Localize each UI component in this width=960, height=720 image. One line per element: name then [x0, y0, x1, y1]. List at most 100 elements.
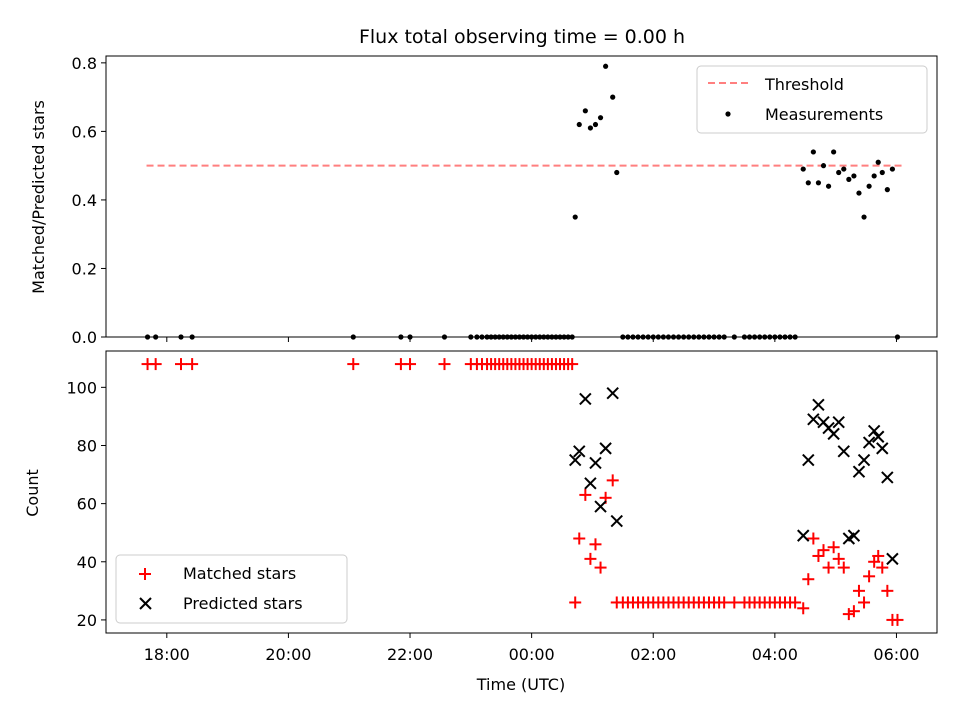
count-plot-area: [141, 358, 904, 626]
legend-measurements-label: Measurements: [765, 105, 883, 124]
matched-star-point: [797, 602, 810, 615]
matched-star-point: [584, 552, 597, 565]
legend-threshold-label: Threshold: [764, 75, 844, 94]
legend-matched-swatch: [139, 568, 151, 580]
predicted-star-point: [579, 392, 592, 406]
measurement-point: [879, 169, 885, 176]
measurement-point: [614, 169, 620, 176]
matched-star-point: [817, 544, 830, 557]
matched-star-point: [842, 608, 855, 621]
predicted-star-point: [594, 500, 607, 513]
count-y-ticks: 20 40 60 80 100: [66, 378, 106, 630]
measurement-point: [861, 214, 867, 220]
predicted-star-point: [837, 445, 850, 458]
matched-star-point: [847, 605, 860, 618]
count-legend: Matched stars Predicted stars: [115, 554, 348, 624]
matched-star-point: [589, 538, 602, 551]
matched-star-point: [872, 549, 885, 562]
predicted-star-point: [847, 529, 861, 542]
measurement-point: [841, 166, 847, 172]
measurement-point: [846, 176, 852, 182]
matched-star-point: [822, 561, 835, 574]
count-x-tick-label: 02:00: [630, 645, 676, 664]
count-x-tick-label: 00:00: [509, 645, 555, 664]
measurement-point: [884, 187, 890, 193]
matched-star-point: [789, 596, 802, 609]
predicted-star-point: [606, 386, 619, 400]
measurement-point: [810, 149, 816, 155]
matched-star-point: [347, 358, 360, 371]
matched-star-point: [881, 584, 894, 597]
count-x-tick-label: 22:00: [387, 645, 433, 664]
ratio-axes-frame: [105, 55, 938, 338]
measurement-point: [610, 94, 616, 100]
count-x-tick-label: 20:00: [265, 645, 311, 664]
count-x-tick-label: 18:00: [144, 645, 190, 664]
matched-star-point: [827, 541, 840, 554]
ratio-y-tick-label: 0.6: [72, 122, 97, 141]
measurement-point: [603, 63, 609, 69]
ratio-y-tick-label: 0.0: [72, 328, 97, 347]
predicted-star-point: [881, 471, 894, 484]
matched-star-point: [876, 561, 889, 574]
measurement-point: [805, 180, 811, 186]
figure-title: Flux total observing time = 0.00 h: [359, 26, 685, 48]
measurement-point: [800, 166, 806, 172]
matched-star-point: [807, 532, 820, 545]
legend-predicted-label: Predicted stars: [183, 594, 303, 613]
predicted-star-point: [832, 416, 845, 429]
matched-star-point: [594, 561, 607, 574]
predicted-star-point: [599, 442, 612, 455]
predicted-star-point: [569, 453, 582, 467]
predicted-star-point: [852, 465, 866, 478]
measurement-point: [582, 108, 588, 114]
predicted-star-point: [610, 514, 623, 528]
predicted-star-point: [797, 529, 810, 542]
matched-star-point: [404, 358, 417, 371]
measurement-point: [889, 166, 896, 172]
predicted-star-point: [812, 398, 825, 411]
ratio-panel: 0.00.20.40.60.8 Matched/Predicted stars …: [29, 54, 938, 347]
legend-measurements-swatch: [725, 111, 731, 117]
count-y-tick-label: 20: [77, 611, 97, 630]
count-y-tick-label: 40: [77, 553, 97, 572]
ratio-legend: Threshold Measurements: [696, 65, 928, 134]
matched-star-point: [852, 584, 865, 597]
measurement-point: [831, 149, 837, 155]
ratio-y-tick-label: 0.8: [72, 54, 97, 73]
count-x-tick-label: 06:00: [873, 645, 919, 664]
matched-star-point: [438, 358, 451, 371]
count-axes-frame: [105, 350, 938, 634]
predicted-star-point: [876, 442, 889, 455]
matched-star-point: [186, 358, 199, 371]
matched-star-point: [891, 613, 904, 626]
predicted-star-point: [827, 427, 840, 441]
matched-star-point: [606, 474, 619, 487]
legend-predicted-swatch: [139, 597, 152, 610]
measurement-point: [851, 173, 857, 179]
matched-star-point: [573, 532, 586, 545]
measurement-point: [592, 121, 599, 128]
matched-star-point: [863, 570, 876, 583]
predicted-star-point: [857, 453, 871, 467]
measurement-point: [866, 183, 872, 189]
ratio-y-ticks: 0.0 0.2 0.4 0.6 0.8: [72, 54, 106, 347]
measurement-point: [597, 115, 604, 121]
count-panel: 20 40 60 80 100 18:00 20:00 22:00 00:00 02:00 04:…: [23, 350, 938, 694]
measurement-point: [875, 159, 881, 165]
predicted-star-point: [573, 445, 586, 458]
matched-star-point: [802, 573, 815, 586]
count-x-ticks: 18:00 20:00 22:00 00:00 02:00 04:00 06:00: [144, 633, 920, 664]
count-y-tick-label: 80: [77, 436, 97, 455]
count-legend-box: [115, 554, 348, 624]
matched-star-point: [174, 358, 187, 371]
measurement-point: [587, 125, 594, 131]
ratio-legend-box: [696, 65, 928, 134]
matched-star-point: [149, 358, 162, 371]
measurement-point: [576, 121, 582, 128]
measurement-point: [572, 214, 578, 220]
matched-star-point: [832, 552, 845, 565]
matched-star-point: [858, 596, 871, 609]
predicted-star-point: [872, 430, 885, 443]
